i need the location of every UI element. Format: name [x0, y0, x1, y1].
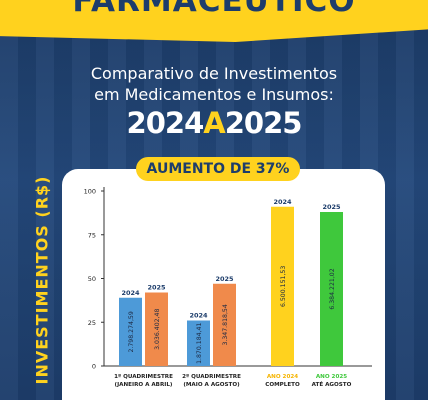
year-range: 2024A2025	[0, 106, 428, 140]
bar-value-label: 6.384.221,02	[329, 268, 336, 309]
year-end: 2025	[224, 106, 303, 140]
category-label-line-1: 1º QUADRIMESTRE	[114, 373, 173, 380]
category-label-line-1: ANO 2025	[316, 374, 347, 380]
bar-2025	[213, 283, 236, 366]
category-label-line-1: ANO 2024	[267, 374, 298, 380]
category-label-line-1: 2º QUADRIMESTRE	[182, 373, 241, 380]
bar-2024	[271, 206, 294, 366]
category-label-line-2: ATÉ AGOSTO	[312, 380, 352, 388]
bar-value-label: 3.036.402,48	[154, 309, 161, 350]
year-start: 2024	[126, 106, 205, 140]
bar-2025	[320, 212, 343, 366]
category-label-line-2: (MAIO A AGOSTO)	[183, 382, 240, 388]
bar-value-label: 2.798.274,59	[128, 311, 135, 352]
heading-line-1: Comparativo de Investimentos	[90, 64, 338, 83]
heading-line-2: em Medicamentos e Insumos:	[94, 85, 334, 104]
bar-year-label: 2024	[273, 198, 292, 206]
bar-value-label: 6.500.151,53	[280, 266, 287, 307]
y-tick-label: 75	[88, 231, 96, 239]
year-separator: A	[203, 106, 225, 140]
y-tick-label: 100	[84, 188, 96, 196]
y-tick-label: 0	[92, 363, 96, 371]
bar-2024	[119, 297, 142, 366]
bar-year-label: 2025	[147, 284, 166, 292]
banner-title: FARMACÊUTICO	[72, 0, 356, 19]
increase-badge: AUMENTO DE 37%	[136, 157, 300, 181]
bar-year-label: 2025	[322, 203, 341, 211]
y-tick-label: 25	[88, 319, 96, 327]
bar-value-label: 3.347.818,54	[222, 304, 229, 345]
y-tick-label: 50	[88, 275, 96, 283]
bar-year-label: 2025	[215, 275, 234, 283]
category-label-line-2: COMPLETO	[265, 382, 300, 388]
bar-2024	[187, 320, 210, 366]
bar-year-label: 2024	[121, 289, 140, 297]
bar-2025	[145, 292, 168, 366]
bar-value-label: 1.870.184,41	[196, 323, 203, 364]
category-label-line-2: (JANEIRO A ABRIL)	[115, 382, 173, 388]
bar-year-label: 2024	[189, 312, 208, 320]
